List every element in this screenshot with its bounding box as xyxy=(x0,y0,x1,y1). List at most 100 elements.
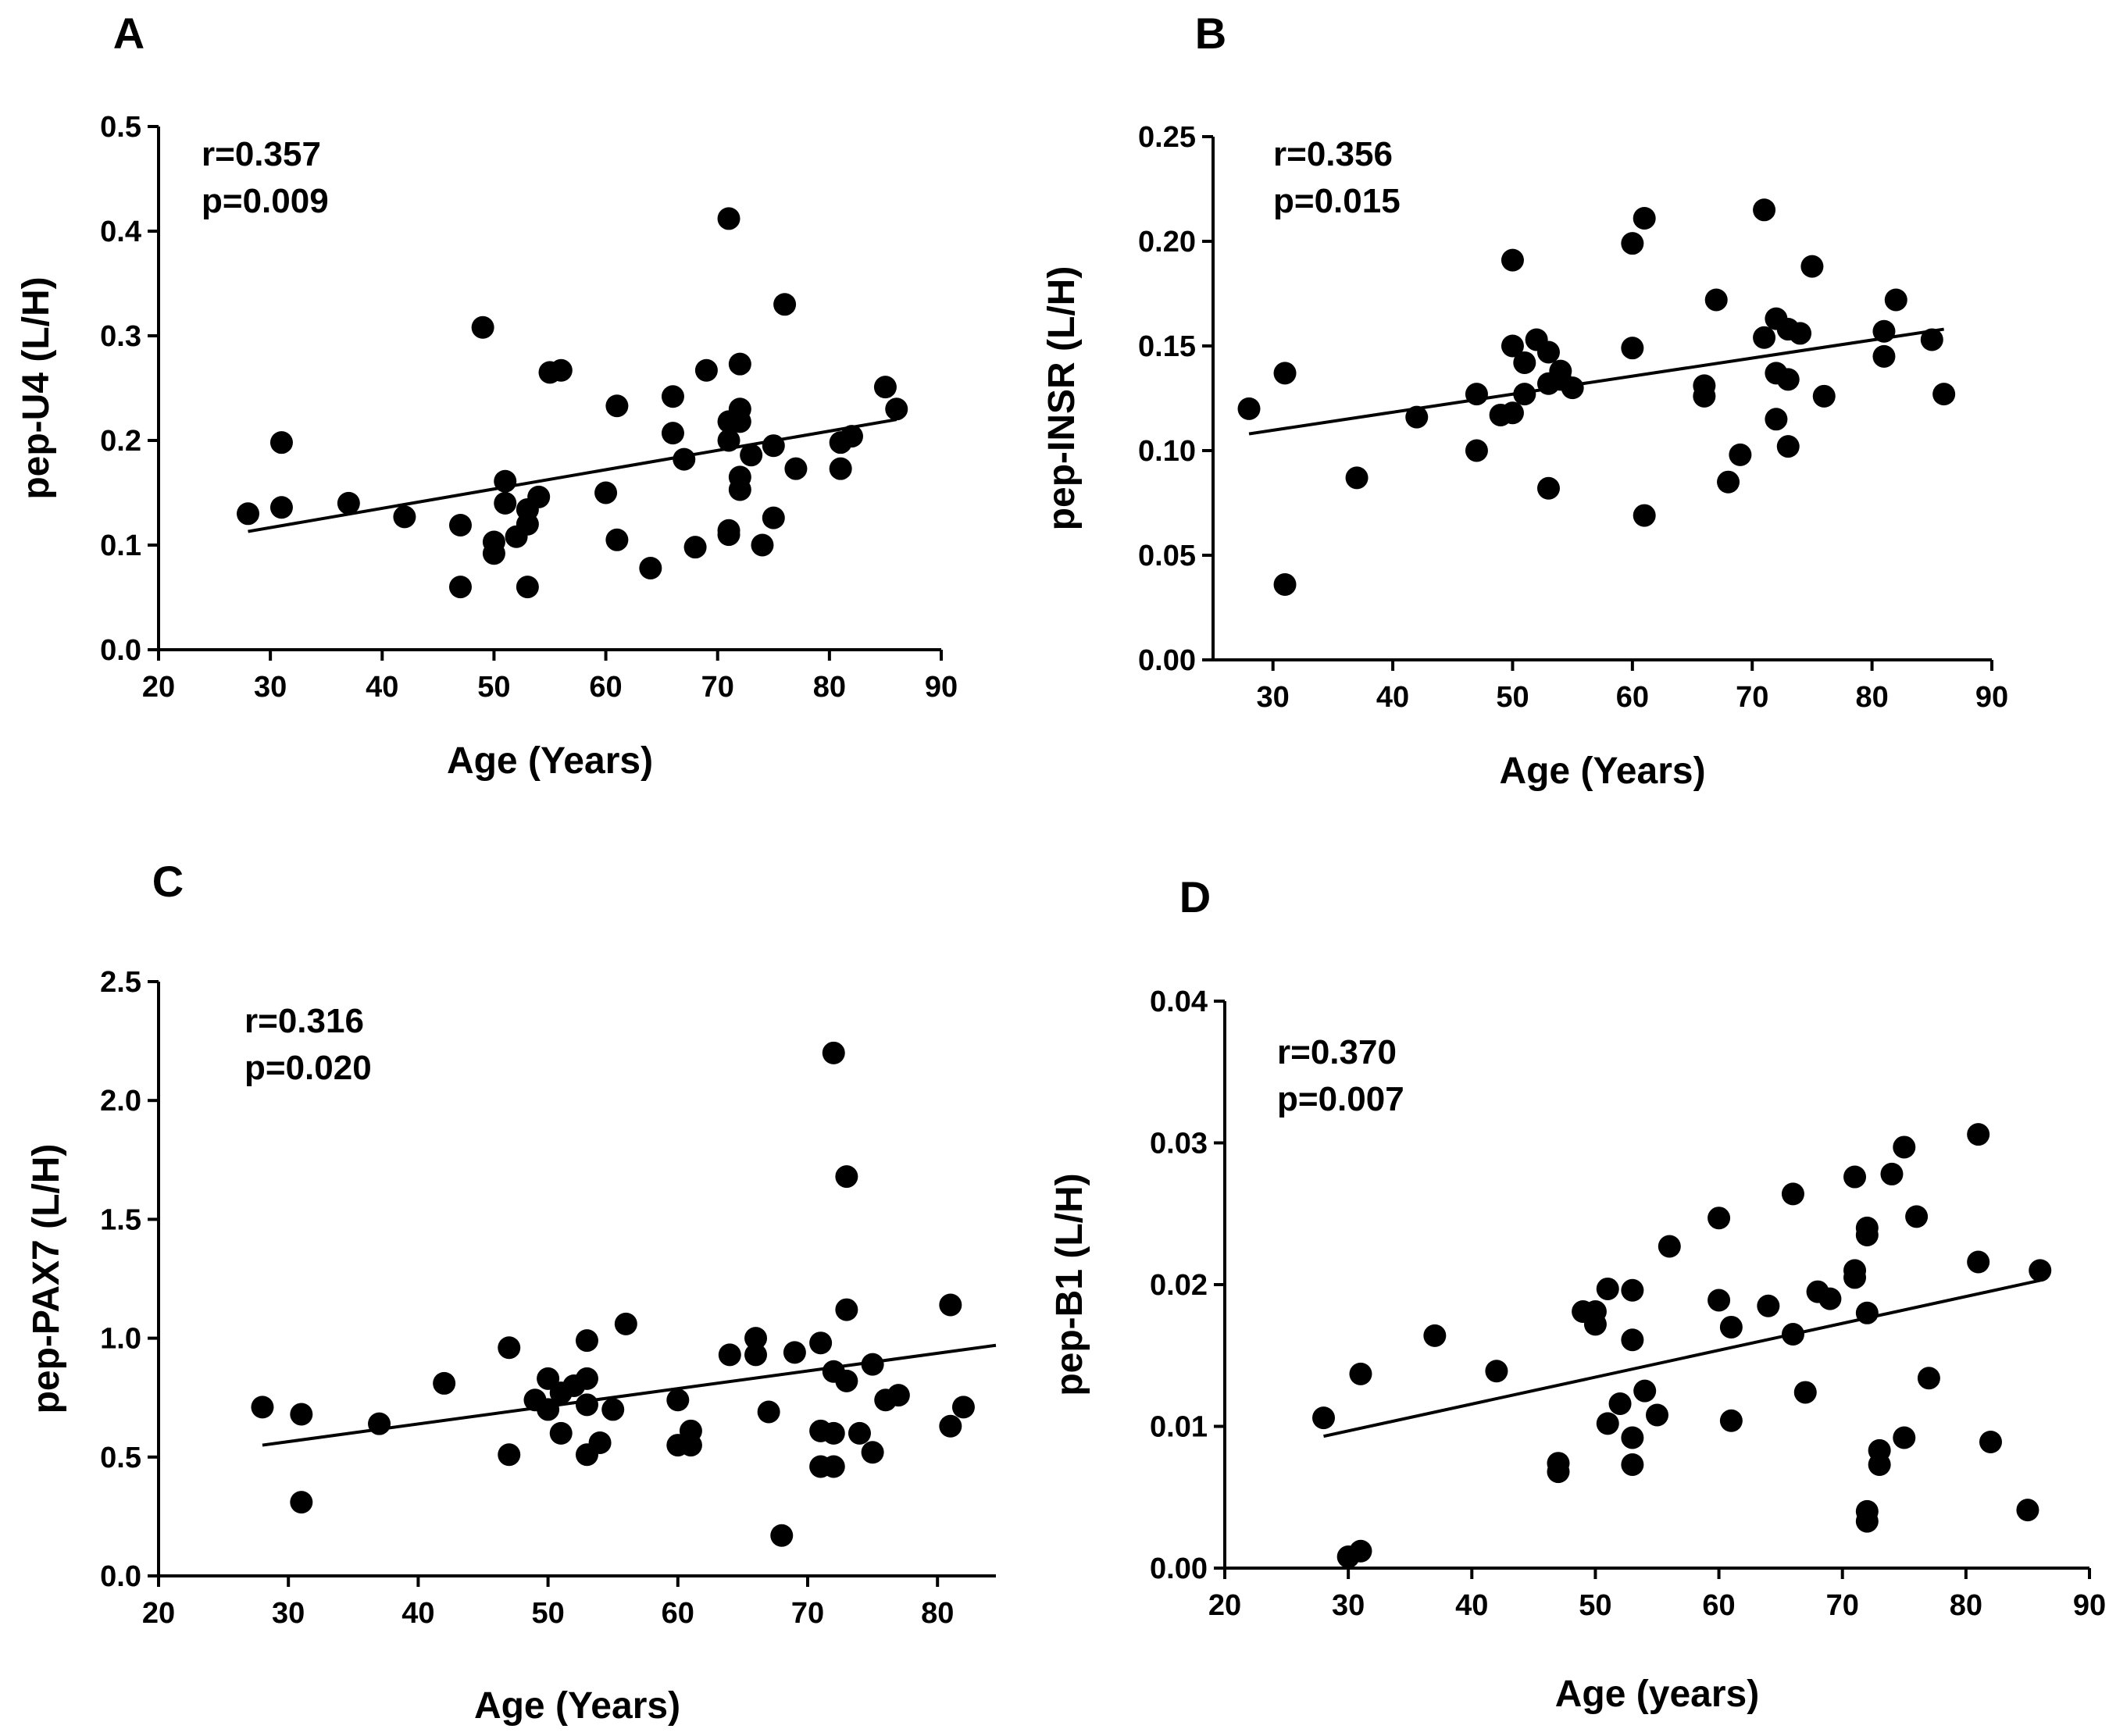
data-point xyxy=(1979,1430,2002,1453)
data-point xyxy=(1312,1406,1336,1430)
x-tick-label: 70 xyxy=(1826,1589,1859,1622)
data-point xyxy=(1800,255,1824,278)
data-point xyxy=(1485,1360,1508,1383)
data-point xyxy=(2016,1499,2039,1522)
data-point xyxy=(1855,1223,1879,1246)
data-point xyxy=(1349,1539,1372,1563)
data-point xyxy=(1621,1278,1644,1302)
panel-letter: A xyxy=(113,9,145,58)
data-point xyxy=(1547,1452,1570,1475)
data-point xyxy=(1608,1392,1632,1415)
data-point xyxy=(1793,1381,1817,1404)
data-point xyxy=(770,1524,794,1547)
y-tick-label: 0.02 xyxy=(1150,1269,1208,1302)
data-point xyxy=(666,1388,690,1412)
x-tick-label: 20 xyxy=(1208,1589,1241,1622)
regression-line xyxy=(248,418,897,533)
x-tick-label: 60 xyxy=(589,671,622,704)
x-tick-label: 80 xyxy=(813,671,846,704)
data-point xyxy=(1757,1294,1780,1317)
data-point xyxy=(498,1443,521,1467)
data-point xyxy=(1501,248,1524,272)
data-point xyxy=(683,536,707,559)
data-point xyxy=(1893,1135,1916,1159)
data-point xyxy=(661,385,684,408)
data-point xyxy=(2029,1259,2052,1282)
x-tick-label: 90 xyxy=(2073,1589,2106,1622)
data-point xyxy=(433,1371,456,1395)
data-point xyxy=(1633,207,1656,230)
data-point xyxy=(1719,1409,1743,1432)
x-axis-label: Age (Years) xyxy=(1499,750,1705,792)
data-point xyxy=(516,576,539,599)
data-point xyxy=(744,1327,768,1350)
data-point xyxy=(728,410,751,433)
data-point xyxy=(1776,435,1800,458)
x-tick-label: 80 xyxy=(1855,681,1888,714)
data-point xyxy=(1708,1207,1731,1230)
p-value-label: p=0.007 xyxy=(1277,1080,1404,1118)
data-point xyxy=(728,478,751,501)
data-point xyxy=(498,1336,521,1360)
data-point xyxy=(1781,1323,1804,1346)
data-point xyxy=(1621,1426,1644,1449)
data-point xyxy=(549,1421,573,1445)
data-point xyxy=(614,1312,637,1335)
x-tick-label: 90 xyxy=(1975,681,2008,714)
data-point xyxy=(1536,476,1560,500)
y-axis-label: pep-B1 (L/H) xyxy=(1049,1173,1090,1396)
panel-letter: C xyxy=(152,857,184,906)
x-tick-label: 30 xyxy=(254,671,287,704)
data-point xyxy=(269,496,293,519)
data-point xyxy=(939,1293,962,1317)
x-axis-label: Age (Years) xyxy=(474,1685,680,1727)
data-point xyxy=(1621,1453,1644,1477)
x-tick-label: 30 xyxy=(1332,1589,1365,1622)
data-point xyxy=(1932,383,1956,406)
panel-letter: B xyxy=(1195,9,1226,58)
data-point xyxy=(639,556,662,579)
data-point xyxy=(1765,408,1788,431)
data-point xyxy=(1273,362,1297,385)
data-point xyxy=(1513,351,1536,374)
data-point xyxy=(673,447,696,471)
data-point xyxy=(1405,405,1429,429)
data-point xyxy=(1872,319,1896,343)
data-point xyxy=(1423,1324,1447,1347)
data-point xyxy=(1868,1453,1891,1477)
data-point xyxy=(1855,1301,1879,1324)
data-point xyxy=(1905,1205,1929,1228)
x-tick-label: 40 xyxy=(401,1597,434,1630)
data-point xyxy=(605,394,629,418)
data-point xyxy=(861,1441,884,1464)
x-tick-label: 30 xyxy=(272,1597,305,1630)
x-tick-label: 80 xyxy=(1950,1589,1982,1622)
x-axis-label: Age (years) xyxy=(1555,1674,1759,1715)
data-point xyxy=(575,1367,598,1390)
panel-b: Br=0.356 p=0.015 0.00 0.05 0.10 0.15 0.20 0.25 3… xyxy=(1041,9,2008,792)
y-tick-label: 0.0 xyxy=(100,634,141,667)
p-value-label: p=0.009 xyxy=(202,182,329,220)
data-point xyxy=(605,528,629,551)
data-point xyxy=(717,429,740,452)
data-point xyxy=(1596,1277,1619,1300)
data-point xyxy=(1465,439,1488,462)
data-point xyxy=(1583,1313,1607,1336)
r-value-label: r=0.357 xyxy=(202,135,321,173)
data-point xyxy=(1818,1287,1842,1310)
x-axis-label: Age (Years) xyxy=(447,740,653,782)
data-point xyxy=(448,576,472,599)
y-tick-label: 0.25 xyxy=(1138,121,1196,154)
data-point xyxy=(751,533,774,557)
data-point xyxy=(1893,1426,1916,1449)
x-tick-label: 60 xyxy=(662,1597,694,1630)
y-tick-label: 0.1 xyxy=(100,529,141,562)
data-point xyxy=(1621,232,1644,255)
data-point xyxy=(337,491,360,515)
x-tick-label: 70 xyxy=(791,1597,824,1630)
y-tick-label: 0.5 xyxy=(100,111,141,144)
x-tick-label: 70 xyxy=(701,671,734,704)
x-tick-label: 40 xyxy=(1376,681,1409,714)
data-point xyxy=(784,457,808,480)
